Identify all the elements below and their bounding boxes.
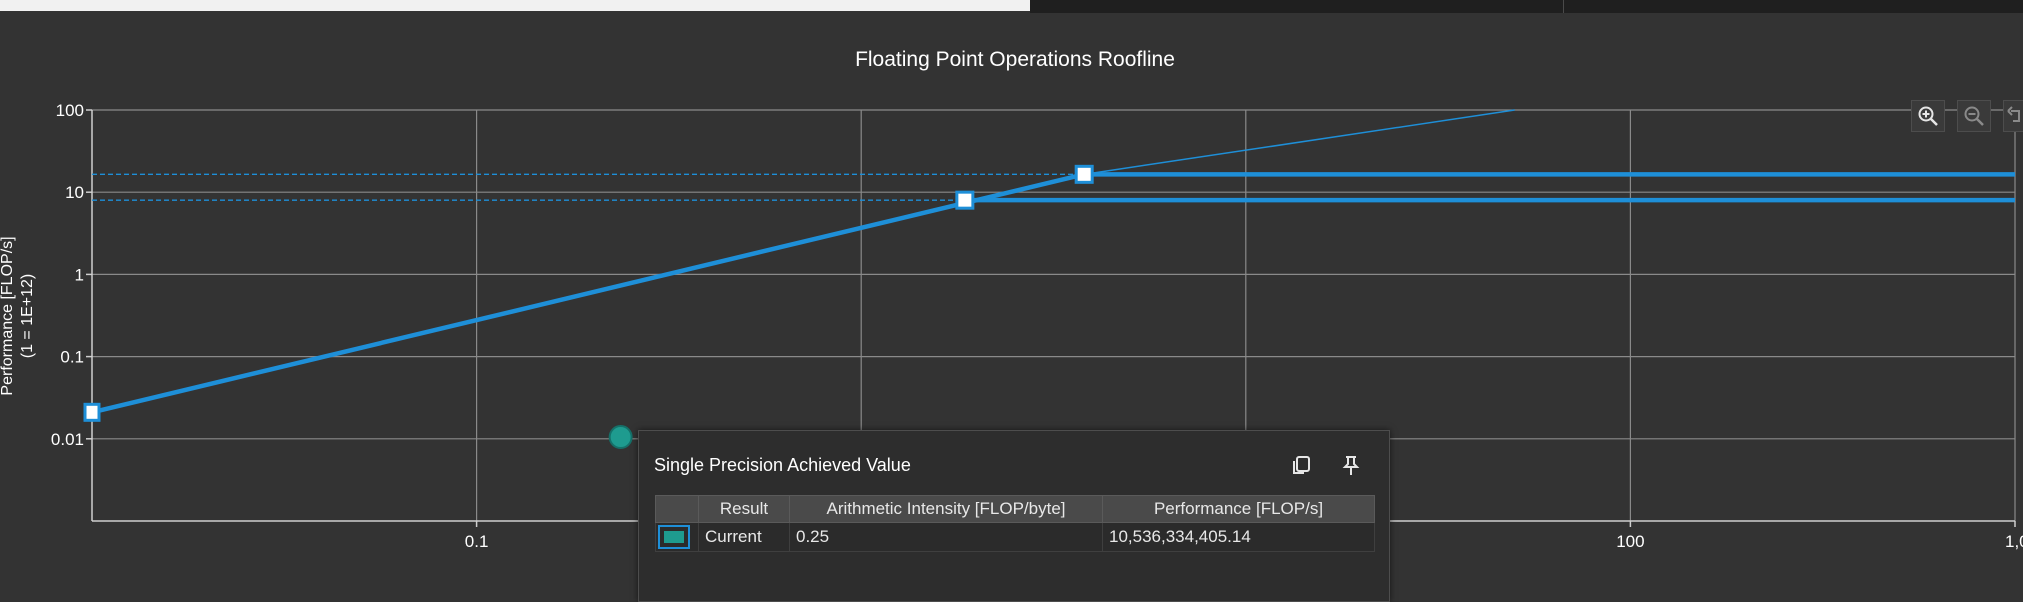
- y-tick-label: 100: [56, 101, 84, 120]
- y-axis-label-line2: (1 = 1E+12): [19, 274, 36, 359]
- undo-icon: [2007, 106, 2020, 122]
- window-top-strip: [0, 0, 2023, 11]
- intensity-cell: 0.25: [789, 522, 1103, 552]
- performance-cell: 10,536,334,405.14: [1102, 522, 1375, 552]
- x-tick-label: 1,00: [2005, 532, 2023, 551]
- result-cell: Current: [698, 522, 790, 552]
- header-separator: [1563, 0, 1564, 13]
- zoom-out-icon: [1964, 106, 1984, 126]
- column-header-result: Result: [698, 495, 790, 523]
- y-tick-label: 1: [75, 265, 84, 284]
- copy-icon: [1293, 456, 1310, 474]
- achieved-value-table: Result Arithmetic Intensity [FLOP/byte] …: [655, 495, 1375, 552]
- reset-zoom-button[interactable]: [2003, 100, 2023, 132]
- popup-title: Single Precision Achieved Value: [654, 455, 911, 475]
- result-color-swatch[interactable]: [658, 525, 690, 549]
- y-axis-label-line1: Performance [FLOP/s]: [0, 236, 16, 395]
- pin-button[interactable]: [1337, 451, 1365, 479]
- copy-button[interactable]: [1287, 451, 1315, 479]
- zoom-in-icon: [1918, 106, 1938, 126]
- ridge-point-marker: [1074, 164, 1094, 184]
- result-swatch-cell: [655, 522, 699, 552]
- ridge-point-marker: [955, 190, 975, 210]
- y-tick-label: 10: [65, 183, 84, 202]
- pin-icon: [1342, 456, 1360, 475]
- zoom-in-button[interactable]: [1911, 100, 1945, 132]
- y-tick-label: 0.01: [51, 430, 84, 449]
- bandwidth-roof-extension: [1084, 109, 1515, 176]
- swatch-column-header: [655, 495, 699, 523]
- metrics-header-strip: L1: Tex Writeback Active [%]: [1030, 0, 2023, 13]
- achieved-value-point: [608, 425, 633, 450]
- column-header-intensity: Arithmetic Intensity [FLOP/byte]: [789, 495, 1103, 523]
- y-tick-label: 0.1: [60, 348, 84, 367]
- roof-start-marker: [83, 402, 101, 422]
- zoom-out-button[interactable]: [1957, 100, 1991, 132]
- bandwidth-roof-line: [91, 172, 1085, 415]
- achieved-value-popup: Single Precision Achieved Value Result A…: [638, 430, 1390, 602]
- x-tick-label: 0.1: [465, 532, 489, 551]
- chart-title: Floating Point Operations Roofline: [855, 48, 1175, 71]
- chart-tick-labels: 100 10 1 0.1 0.01 0.1 100 1,00: [51, 101, 2023, 551]
- table-row[interactable]: Current 0.25 10,536,334,405.14: [655, 522, 1375, 552]
- column-header-performance: Performance [FLOP/s]: [1102, 495, 1375, 523]
- x-tick-label: 100: [1616, 532, 1644, 551]
- chart-series: [83, 109, 2015, 450]
